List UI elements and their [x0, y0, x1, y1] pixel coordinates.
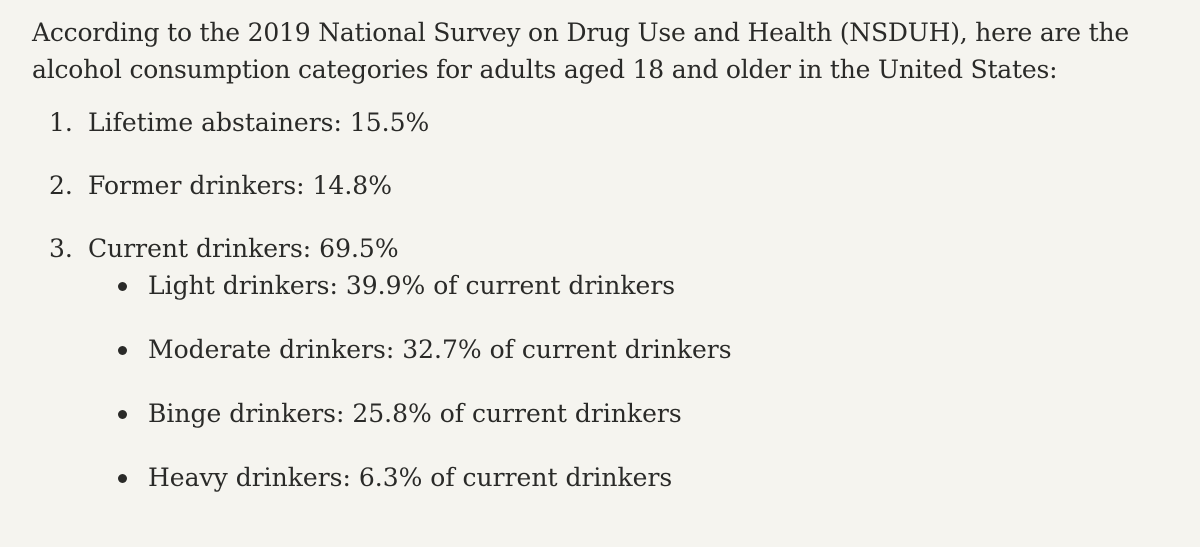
category-item: 2. Former drinkers: 14.8% [32, 167, 1168, 204]
breakdown-text: Binge drinkers: 25.8% of current drinker… [148, 399, 682, 428]
category-text: Former drinkers: 14.8% [88, 171, 392, 200]
bullet-icon [118, 410, 127, 419]
category-text: Lifetime abstainers: 15.5% [88, 108, 430, 137]
bullet-icon [118, 282, 127, 291]
list-number: 1. [49, 108, 73, 137]
category-text: Current drinkers: 69.5% [88, 234, 399, 263]
breakdown-text: Heavy drinkers: 6.3% of current drinkers [148, 463, 673, 492]
breakdown-item: Moderate drinkers: 32.7% of current drin… [88, 331, 1168, 368]
intro-paragraph: According to the 2019 National Survey on… [32, 18, 1129, 84]
breakdown-item: Binge drinkers: 25.8% of current drinker… [88, 395, 1168, 432]
list-number: 3. [49, 234, 73, 263]
breakdown-text: Light drinkers: 39.9% of current drinker… [148, 271, 676, 300]
document-body: According to the 2019 National Survey on… [32, 18, 1168, 496]
category-item: 3. Current drinkers: 69.5% Light drinker… [32, 230, 1168, 496]
list-number: 2. [49, 171, 73, 200]
breakdown-item: Heavy drinkers: 6.3% of current drinkers [88, 459, 1168, 496]
category-list: 1. Lifetime abstainers: 15.5% 2. Former … [32, 104, 1168, 496]
bullet-icon [118, 474, 127, 483]
breakdown-item: Light drinkers: 39.9% of current drinker… [88, 267, 1168, 304]
category-item: 1. Lifetime abstainers: 15.5% [32, 104, 1168, 141]
breakdown-text: Moderate drinkers: 32.7% of current drin… [148, 335, 732, 364]
current-drinker-breakdown-list: Light drinkers: 39.9% of current drinker… [88, 267, 1168, 496]
bullet-icon [118, 346, 127, 355]
